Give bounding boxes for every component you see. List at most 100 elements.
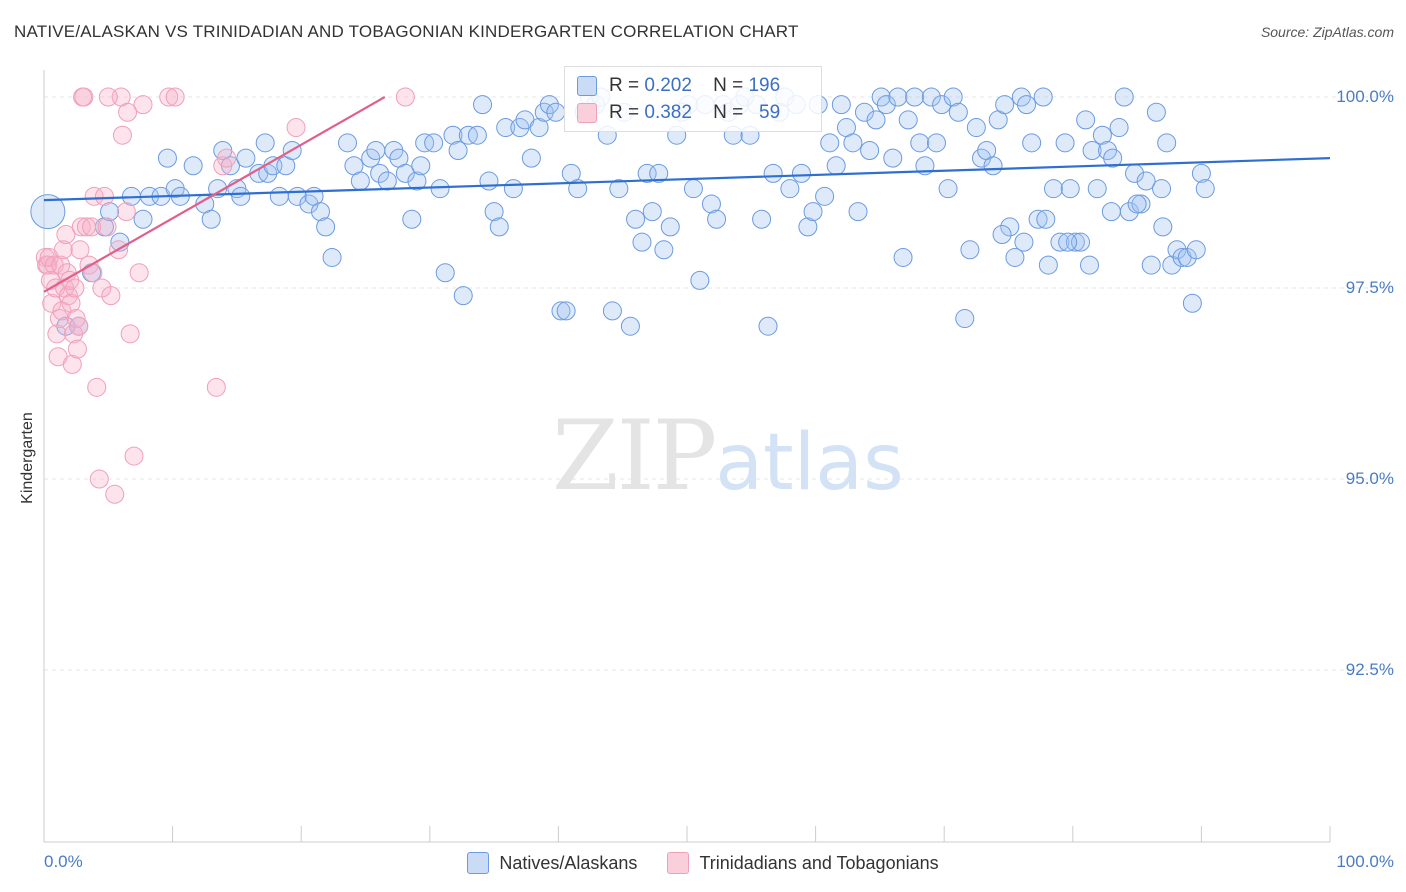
legend-label: Natives/Alaskans: [499, 852, 638, 873]
native-point: [1028, 209, 1048, 229]
trinidadian-point: [101, 286, 121, 306]
native-point: [1050, 232, 1070, 252]
native-point: [602, 301, 622, 321]
source-label: Source: ZipAtlas.com: [1260, 24, 1394, 40]
legend-item-natives[interactable]: Natives/Alaskans: [467, 852, 637, 874]
native-point: [448, 140, 468, 160]
native-point: [1186, 240, 1206, 260]
native-point: [310, 202, 330, 222]
native-point: [521, 148, 541, 168]
trinidadian-point: [395, 87, 415, 107]
native-point: [546, 102, 566, 122]
native-point: [843, 133, 863, 153]
trinidadian-point: [49, 309, 69, 329]
natives-swatch: [577, 76, 597, 96]
n-value: 196: [748, 75, 781, 96]
native-point: [133, 209, 153, 229]
native-point: [854, 102, 874, 122]
native-point: [921, 87, 941, 107]
native-point: [1017, 95, 1037, 115]
native-point: [100, 202, 120, 222]
trinidadian-point: [67, 339, 87, 359]
native-point: [411, 156, 431, 176]
trinidadian-point: [165, 87, 185, 107]
native-point: [479, 171, 499, 191]
trinidadians-swatch: [577, 103, 597, 123]
trinidadian-point: [53, 240, 73, 260]
trinidadian-point: [69, 316, 89, 336]
native-point: [752, 209, 772, 229]
native-point: [489, 217, 509, 237]
trinidadian-point: [159, 87, 179, 107]
native-point: [798, 217, 818, 237]
native-point: [966, 118, 986, 138]
native-point: [443, 125, 463, 145]
native-point: [876, 95, 896, 115]
stats-row-trinidadians: R = 0.382 N = 59: [577, 101, 780, 125]
native-point: [430, 179, 450, 199]
legend-label: Trinidadians and Tobagonians: [699, 852, 939, 873]
native-point: [255, 133, 275, 153]
native-point: [1153, 217, 1173, 237]
native-point: [1014, 232, 1034, 252]
trinidadian-point: [71, 217, 91, 237]
native-point: [556, 301, 576, 321]
native-point: [1055, 133, 1075, 153]
trinidadian-point: [118, 102, 138, 122]
native-point: [791, 163, 811, 183]
native-point: [337, 133, 357, 153]
native-point: [424, 133, 444, 153]
trinidadian-point: [56, 225, 76, 245]
trinidadian-point: [129, 263, 149, 283]
trinidadian-point: [98, 87, 118, 107]
native-point: [848, 202, 868, 222]
stats-legend: R = 0.202 N = 196 R = 0.382 N = 59: [564, 66, 822, 132]
native-point: [683, 179, 703, 199]
native-point: [496, 118, 516, 138]
native-point: [898, 110, 918, 130]
trinidadian-point: [87, 377, 107, 397]
legend-item-trinidadians[interactable]: Trinidadians and Tobagonians: [667, 852, 939, 874]
n-label: N =: [713, 102, 744, 123]
watermark: ZIPatlas: [552, 400, 904, 512]
native-point: [1109, 118, 1129, 138]
native-point: [1000, 217, 1020, 237]
native-point: [1087, 179, 1107, 199]
native-point: [1065, 232, 1085, 252]
native-point: [983, 156, 1003, 176]
native-point: [1114, 87, 1134, 107]
trinidadian-point: [42, 293, 62, 313]
trinidadian-point: [286, 118, 306, 138]
trinidadian-point: [94, 186, 114, 206]
native-point: [1060, 179, 1080, 199]
r-label: R =: [609, 75, 640, 96]
native-point: [637, 163, 657, 183]
native-point: [654, 240, 674, 260]
native-point: [866, 110, 886, 130]
native-point: [938, 179, 958, 199]
trinidadians-trend-line: [43, 96, 386, 293]
trinidadian-point: [65, 278, 85, 298]
native-point: [905, 87, 925, 107]
r-value: 0.382: [644, 102, 692, 123]
native-point: [407, 171, 427, 191]
native-point: [1191, 163, 1211, 183]
native-point: [609, 179, 629, 199]
native-point: [370, 163, 390, 183]
native-point: [269, 186, 289, 206]
native-point: [660, 217, 680, 237]
native-point: [1101, 202, 1121, 222]
native-point: [201, 209, 221, 229]
n-label: N =: [713, 75, 744, 96]
native-point: [780, 179, 800, 199]
native-point: [1022, 133, 1042, 153]
native-point: [350, 171, 370, 191]
native-point: [1092, 125, 1112, 145]
trinidadian-point: [84, 186, 104, 206]
watermark-atlas: atlas: [715, 418, 904, 508]
native-point: [435, 263, 455, 283]
native-point: [758, 316, 778, 336]
native-point: [1152, 179, 1172, 199]
native-point: [183, 156, 203, 176]
trinidadian-point: [82, 217, 102, 237]
